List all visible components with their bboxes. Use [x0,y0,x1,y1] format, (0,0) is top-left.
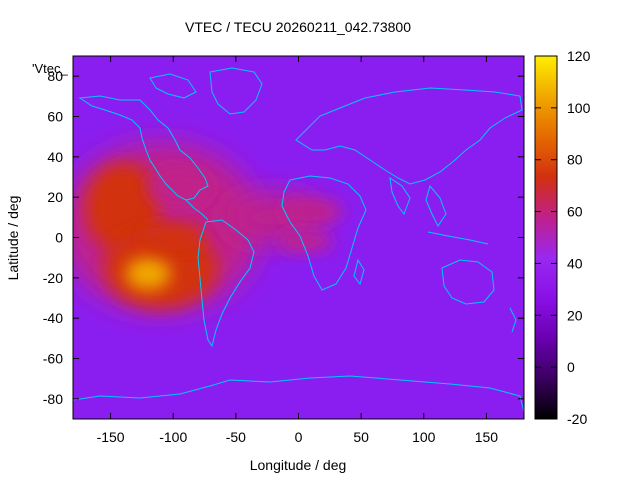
coastline-antarctica [73,375,524,413]
y-tick-label: 20 [47,189,63,205]
coastline-madagascar [353,258,365,286]
y-tick-label: -40 [43,310,63,326]
y-tick-label: 80 [47,68,63,84]
coastline-africa [281,175,367,291]
x-tick-label: 150 [475,429,499,445]
colorbar-tick-label: 60 [567,204,583,220]
x-axis-label: Longitude / deg [250,457,347,473]
y-tick-label: 0 [55,230,63,246]
colorbar [534,55,558,420]
y-axis-ticks: -80 -60 -40 -20 0 20 40 60 80 [43,68,524,407]
y-tick-label: -60 [43,351,63,367]
tec-anomaly-blobs [73,142,343,313]
x-tick-label: -50 [226,429,246,445]
coastline-indonesia [427,231,489,245]
chart-title: VTEC / TECU 20260211_042.73800 [185,19,411,35]
colorbar-tick-label: 80 [567,152,583,168]
key-label: 'Vtec_ [32,61,68,76]
y-tick-label: -20 [43,270,63,286]
colorbar-tick-label: -20 [567,411,587,427]
y-axis-label: Latitude / deg [5,196,21,281]
colorbar-tick-label: 40 [567,255,583,271]
x-tick-label: 100 [412,429,436,445]
heatmap-layer [73,56,524,419]
tec-anomaly-blob [277,231,333,252]
tec-anomaly-blob [125,257,171,290]
tec-anomaly-blob [279,199,343,224]
coastline-australia [441,259,495,305]
tec-anomaly-blob [85,162,161,252]
x-tick-label: -150 [97,429,125,445]
coastline-new-zealand [509,307,517,333]
colorbar-ticks: -20 0 20 40 60 80 100 120 [535,48,591,427]
x-tick-label: 0 [295,429,303,445]
coastline-central-america [185,199,209,221]
x-tick-label: -100 [159,429,187,445]
coastline-india [389,176,411,216]
y-tick-label: 60 [47,109,63,125]
colorbar-tick-label: 120 [567,48,591,64]
coastline-south-america [197,219,255,348]
coastlines [73,67,524,413]
coastline-greenland [209,67,263,115]
colorbar-tick-label: 0 [567,359,575,375]
x-axis-ticks: -150 -100 -50 0 50 100 150 [97,56,499,445]
colorbar-tick-label: 20 [567,307,583,323]
y-tick-label: 40 [47,149,63,165]
tec-anomaly-blob [141,225,205,250]
coastline-arctic-islands [149,73,197,99]
y-tick-label: -80 [43,391,63,407]
coastline-southeast-asia [425,184,447,227]
coastline-north-america [78,95,209,201]
x-tick-label: 50 [353,429,369,445]
colorbar-tick-label: 100 [567,100,591,116]
coastline-eurasia [295,87,523,185]
